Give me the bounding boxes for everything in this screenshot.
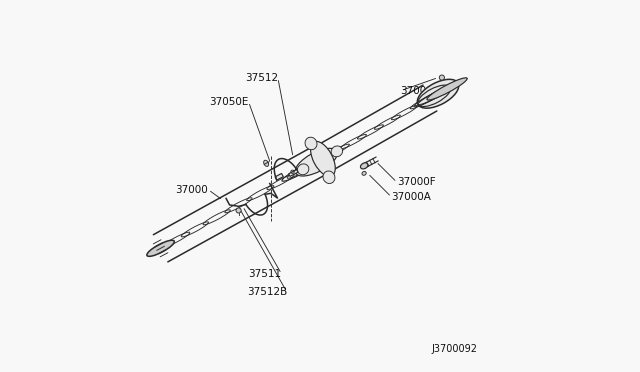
Text: 37512B: 37512B — [247, 287, 287, 297]
Polygon shape — [275, 173, 284, 180]
Ellipse shape — [323, 171, 335, 183]
Text: 37511: 37511 — [248, 269, 282, 279]
Ellipse shape — [418, 85, 451, 106]
Ellipse shape — [295, 148, 337, 176]
Ellipse shape — [362, 171, 366, 175]
Ellipse shape — [298, 164, 309, 175]
Polygon shape — [289, 170, 298, 176]
Ellipse shape — [331, 146, 342, 157]
Text: 37512: 37512 — [244, 73, 278, 83]
Text: 37050E: 37050E — [209, 97, 248, 107]
Ellipse shape — [264, 160, 269, 166]
Ellipse shape — [310, 141, 335, 176]
Ellipse shape — [439, 75, 444, 80]
Ellipse shape — [236, 208, 241, 213]
Ellipse shape — [360, 163, 368, 169]
Ellipse shape — [417, 79, 459, 108]
Text: 37000A: 37000A — [392, 192, 431, 202]
Text: J3700092: J3700092 — [431, 344, 477, 354]
Text: 37000: 37000 — [175, 185, 208, 195]
Text: 37000B: 37000B — [401, 86, 440, 96]
Ellipse shape — [147, 240, 174, 256]
Ellipse shape — [427, 78, 467, 100]
Ellipse shape — [305, 137, 317, 150]
Text: 37000F: 37000F — [397, 177, 436, 187]
